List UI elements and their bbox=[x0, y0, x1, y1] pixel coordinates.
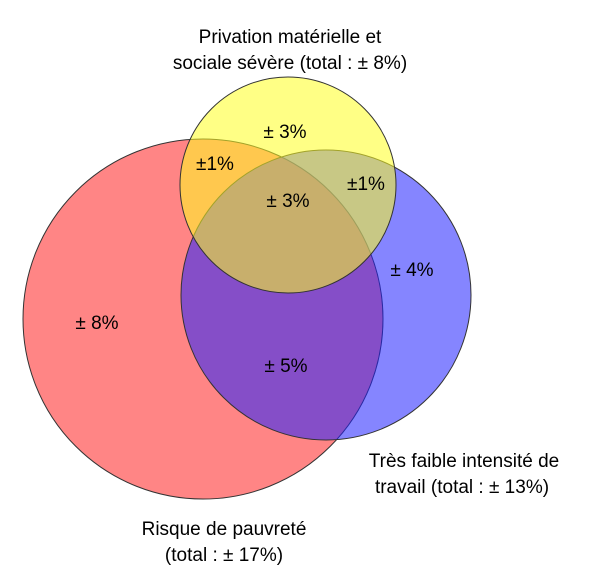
region-all-three: ± 3% bbox=[266, 191, 309, 212]
work-intensity-label-line2: travail (total : ± 13%) bbox=[375, 477, 549, 498]
deprivation-label-line2: sociale sévère (total : ± 8%) bbox=[173, 53, 407, 74]
deprivation-label-line1: Privation matérielle et bbox=[199, 27, 382, 48]
deprivation-circle bbox=[179, 76, 397, 294]
region-deprivation-only: ± 3% bbox=[263, 122, 306, 143]
work-intensity-label-line1: Très faible intensité de bbox=[369, 451, 559, 472]
region-work-only: ± 4% bbox=[390, 260, 433, 281]
poverty-label-line2: (total : ± 17%) bbox=[165, 545, 283, 566]
poverty-label-line1: Risque de pauvreté bbox=[142, 519, 307, 540]
region-deprivation-work: ±1% bbox=[347, 174, 385, 195]
region-poverty-work: ± 5% bbox=[264, 356, 307, 377]
region-poverty-deprivation: ±1% bbox=[196, 154, 234, 175]
region-poverty-only: ± 8% bbox=[75, 313, 118, 334]
